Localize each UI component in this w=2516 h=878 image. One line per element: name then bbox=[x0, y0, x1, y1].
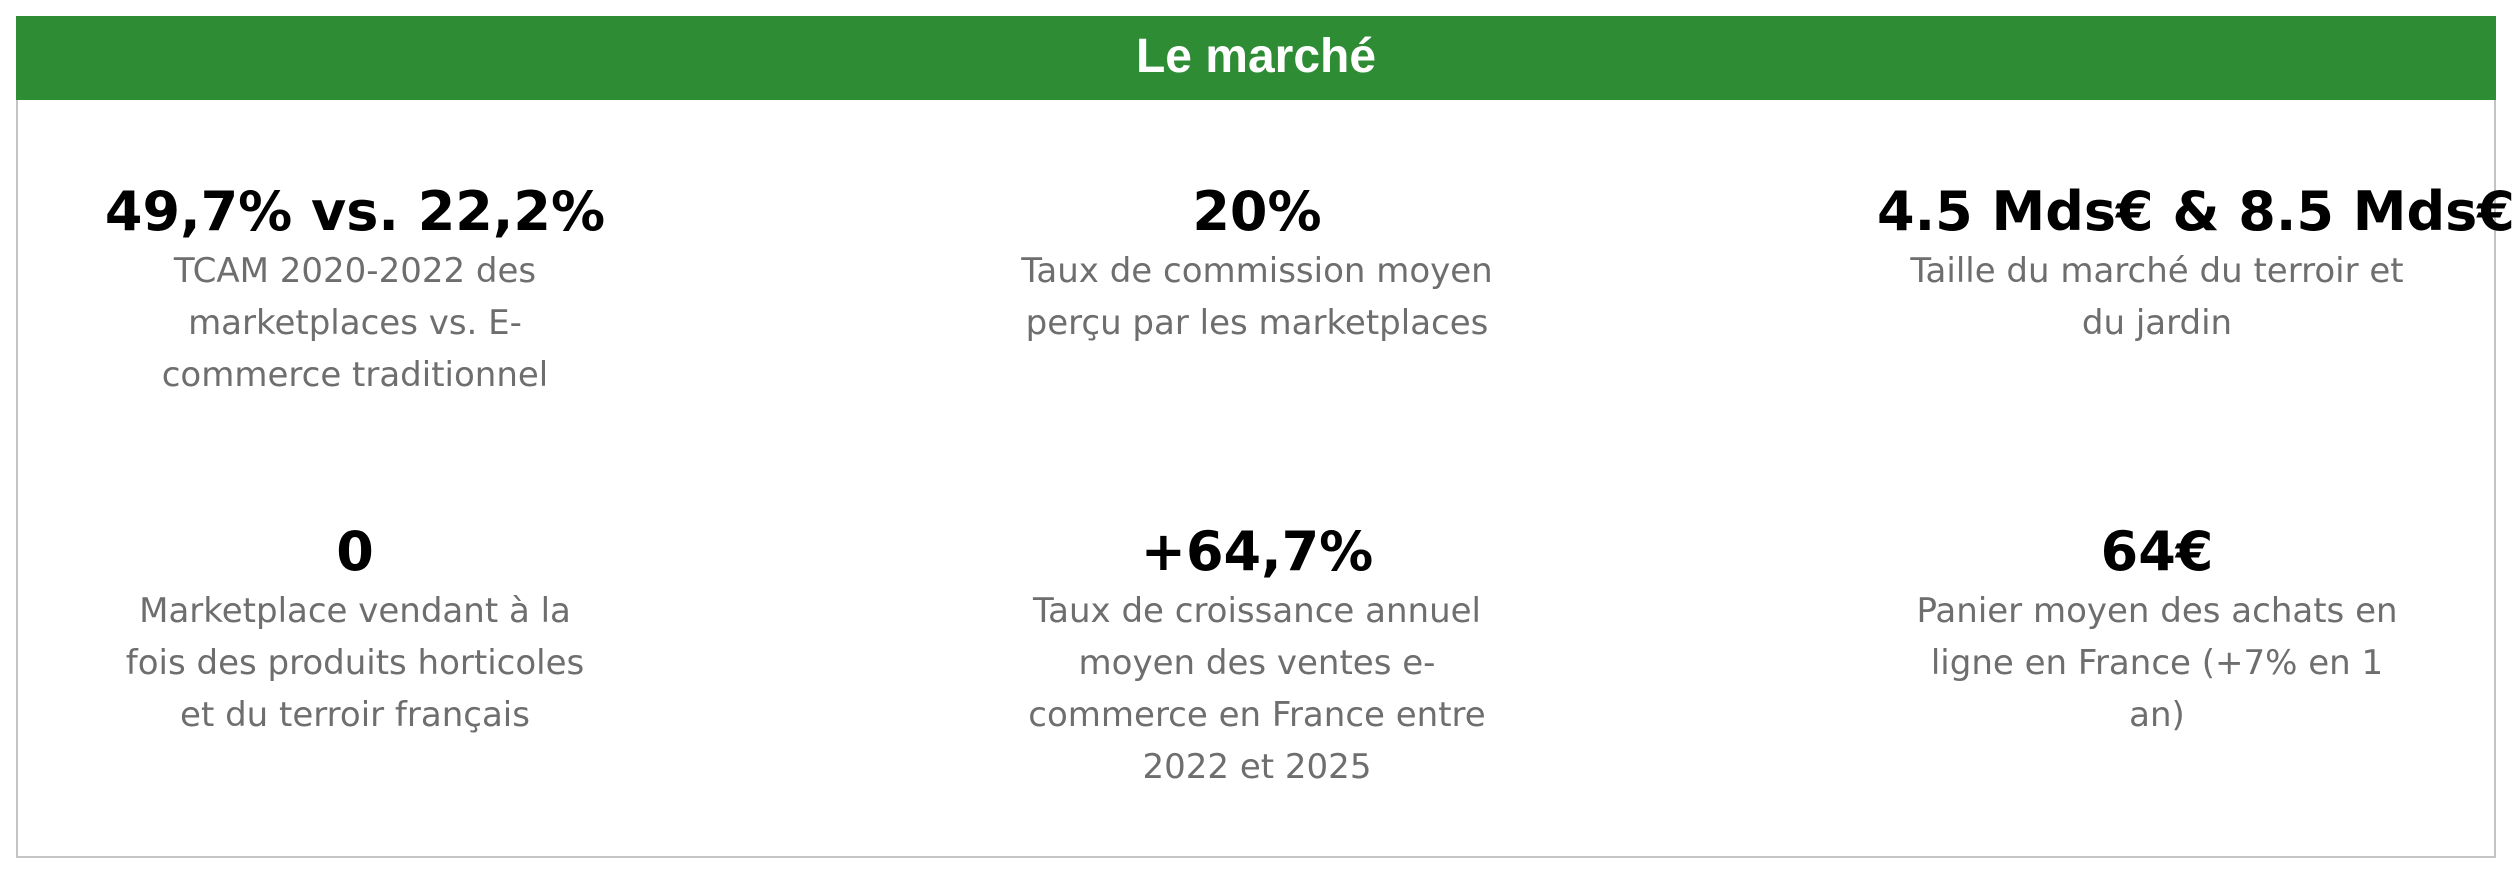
stat-description-line: commerce traditionnel bbox=[161, 355, 549, 395]
stat-description: Taille du marché du terroir et du jardin bbox=[1877, 245, 2437, 349]
stat-description-line: 2022 et 2025 bbox=[1142, 747, 1372, 787]
stat-description: Marketplace vendant à la fois des produi… bbox=[75, 585, 635, 741]
stat-description-line: Taux de commission moyen bbox=[1021, 251, 1493, 291]
stat-description: Taux de commission moyen perçu par les m… bbox=[977, 245, 1537, 349]
stat-value: 4.5 Mds€ & 8.5 Mds€ bbox=[1877, 180, 2515, 243]
header-banner: Le marché bbox=[16, 16, 2496, 100]
stat-description-line: marketplaces vs. E- bbox=[188, 303, 522, 343]
stat-description-line: Taux de croissance annuel bbox=[1032, 591, 1481, 631]
stat-value: 0 bbox=[336, 520, 374, 583]
stat-value: 20% bbox=[1192, 180, 1322, 243]
stat-description-line: TCAM 2020-2022 des bbox=[173, 251, 537, 291]
stat-description: Panier moyen des achats en ligne en Fran… bbox=[1877, 585, 2437, 741]
stat-description-line: et du terroir français bbox=[180, 695, 530, 735]
stat-description-line: Taille du marché du terroir et bbox=[1910, 251, 2404, 291]
stat-value: 49,7% vs. 22,2% bbox=[104, 180, 606, 243]
stat-description: TCAM 2020-2022 des marketplaces vs. E- c… bbox=[75, 245, 635, 401]
stat-description-line: an) bbox=[2129, 695, 2185, 735]
page-title: Le marché bbox=[1135, 30, 1377, 83]
stat-description-line: Panier moyen des achats en bbox=[1916, 591, 2398, 631]
stat-card-marketplace-count: 0 Marketplace vendant à la fois des prod… bbox=[75, 520, 635, 741]
stat-card-growth-rate: +64,7% Taux de croissance annuel moyen d… bbox=[977, 520, 1537, 793]
stat-description-line: moyen des ventes e- bbox=[1078, 643, 1436, 683]
stat-description-line: perçu par les marketplaces bbox=[1025, 303, 1489, 343]
stat-description-line: Marketplace vendant à la bbox=[139, 591, 571, 631]
stat-card-average-basket: 64€ Panier moyen des achats en ligne en … bbox=[1877, 520, 2437, 741]
stat-description-line: ligne en France (+7% en 1 bbox=[1930, 643, 2384, 683]
stat-description-line: du jardin bbox=[2081, 303, 2233, 343]
stat-card-market-size: 4.5 Mds€ & 8.5 Mds€ Taille du marché du … bbox=[1877, 180, 2515, 349]
stat-value: 64€ bbox=[2100, 520, 2214, 583]
stat-description: Taux de croissance annuel moyen des vent… bbox=[977, 585, 1537, 793]
stat-description-line: commerce en France entre bbox=[1028, 695, 1486, 735]
stat-card-cagr: 49,7% vs. 22,2% TCAM 2020-2022 des marke… bbox=[75, 180, 635, 401]
stat-description-line: fois des produits horticoles bbox=[125, 643, 585, 683]
stat-value: +64,7% bbox=[1140, 520, 1374, 583]
stat-card-commission: 20% Taux de commission moyen perçu par l… bbox=[977, 180, 1537, 349]
